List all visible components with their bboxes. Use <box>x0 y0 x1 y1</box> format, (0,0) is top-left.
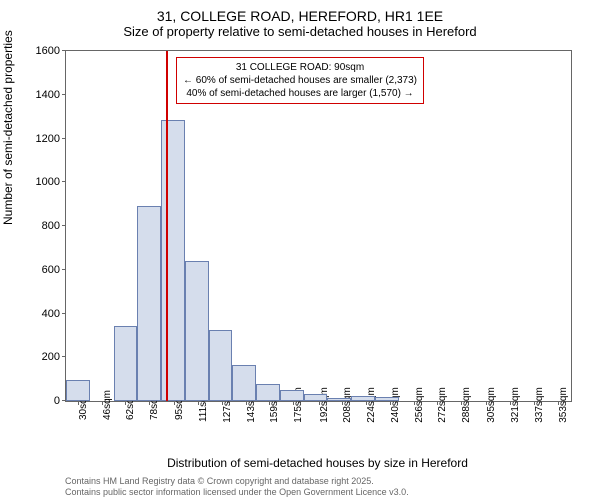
histogram-bar <box>304 394 328 401</box>
y-tick-label: 200 <box>42 351 60 363</box>
x-tick-mark <box>461 401 462 405</box>
y-tick-label: 1400 <box>36 89 60 101</box>
y-tick-mark <box>62 269 66 270</box>
x-tick-mark <box>246 401 247 405</box>
histogram-bar <box>232 365 256 401</box>
y-tick-mark <box>62 94 66 95</box>
x-tick-label: 240sqm <box>390 387 401 423</box>
x-tick-mark <box>198 401 199 405</box>
histogram-bar <box>185 261 209 401</box>
x-tick-mark <box>102 401 103 405</box>
x-tick-mark <box>293 401 294 405</box>
y-tick-label: 600 <box>42 264 60 276</box>
histogram-bar <box>327 398 351 401</box>
histogram-bar <box>280 390 304 401</box>
histogram-bar <box>114 326 138 401</box>
x-tick-label: 353sqm <box>558 387 569 423</box>
footer-attribution: Contains HM Land Registry data © Crown c… <box>65 476 409 498</box>
x-tick-mark <box>510 401 511 405</box>
annotation-smaller-count: ← 60% of semi-detached houses are smalle… <box>183 74 417 87</box>
x-tick-mark <box>534 401 535 405</box>
y-tick-label: 1600 <box>36 45 60 57</box>
y-axis-label: Number of semi-detached properties <box>1 30 15 225</box>
footer-line1: Contains HM Land Registry data © Crown c… <box>65 476 409 487</box>
property-marker-line <box>166 51 168 401</box>
x-tick-label: 192sqm <box>319 387 330 423</box>
x-tick-label: 321sqm <box>510 387 521 423</box>
x-tick-mark <box>149 401 150 405</box>
histogram-bar <box>256 384 280 402</box>
y-tick-label: 0 <box>54 395 60 407</box>
x-tick-mark <box>125 401 126 405</box>
x-axis-label: Distribution of semi-detached houses by … <box>65 456 570 470</box>
plot-area: 0200400600800100012001400160030sqm46sqm6… <box>65 50 572 402</box>
y-tick-label: 400 <box>42 308 60 320</box>
chart-title-address: 31, COLLEGE ROAD, HEREFORD, HR1 1EE <box>0 0 600 24</box>
x-tick-mark <box>174 401 175 405</box>
histogram-bar <box>137 206 161 401</box>
histogram-bar <box>161 120 185 401</box>
x-tick-mark <box>78 401 79 405</box>
property-annotation-box: 31 COLLEGE ROAD: 90sqm ← 60% of semi-det… <box>176 57 424 104</box>
x-tick-label: 208sqm <box>342 387 353 423</box>
x-tick-mark <box>342 401 343 405</box>
x-tick-label: 224sqm <box>366 387 377 423</box>
y-tick-mark <box>62 138 66 139</box>
x-tick-label: 46sqm <box>102 390 113 420</box>
x-tick-mark <box>366 401 367 405</box>
x-tick-label: 256sqm <box>414 387 425 423</box>
y-tick-label: 1200 <box>36 133 60 145</box>
annotation-property-size: 31 COLLEGE ROAD: 90sqm <box>183 61 417 74</box>
y-tick-mark <box>62 50 66 51</box>
x-tick-label: 272sqm <box>437 387 448 423</box>
footer-line2: Contains public sector information licen… <box>65 487 409 498</box>
x-tick-label: 288sqm <box>461 387 472 423</box>
y-tick-mark <box>62 181 66 182</box>
histogram-bar <box>209 330 233 401</box>
x-tick-mark <box>319 401 320 405</box>
x-tick-mark <box>269 401 270 405</box>
annotation-larger-count: 40% of semi-detached houses are larger (… <box>183 87 417 100</box>
histogram-bar <box>66 380 90 401</box>
x-tick-mark <box>414 401 415 405</box>
y-tick-label: 800 <box>42 220 60 232</box>
y-tick-mark <box>62 313 66 314</box>
x-tick-mark <box>486 401 487 405</box>
chart-title-subtitle: Size of property relative to semi-detach… <box>0 24 600 39</box>
y-tick-label: 1000 <box>36 176 60 188</box>
histogram-bar <box>351 396 375 401</box>
y-tick-mark <box>62 356 66 357</box>
x-tick-mark <box>222 401 223 405</box>
x-tick-label: 305sqm <box>486 387 497 423</box>
x-tick-label: 337sqm <box>534 387 545 423</box>
x-tick-mark <box>390 401 391 405</box>
histogram-bar <box>375 397 399 401</box>
x-tick-mark <box>558 401 559 405</box>
y-tick-mark <box>62 225 66 226</box>
x-tick-mark <box>437 401 438 405</box>
